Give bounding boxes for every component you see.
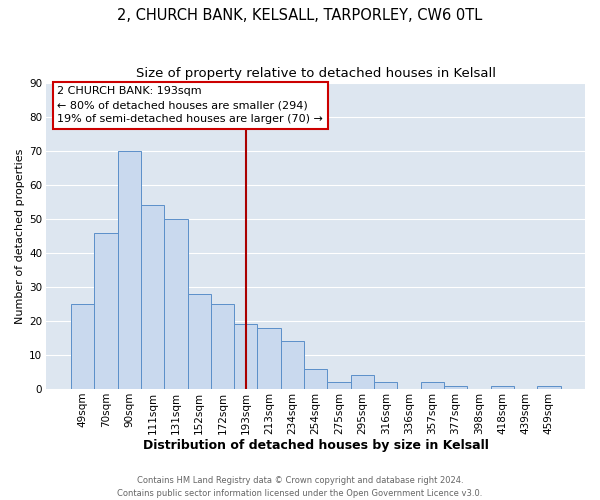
Title: Size of property relative to detached houses in Kelsall: Size of property relative to detached ho…	[136, 68, 496, 80]
Bar	[281, 342, 304, 389]
Bar	[444, 386, 467, 389]
Bar	[164, 219, 188, 389]
Text: 2, CHURCH BANK, KELSALL, TARPORLEY, CW6 0TL: 2, CHURCH BANK, KELSALL, TARPORLEY, CW6 …	[118, 8, 482, 22]
Bar	[374, 382, 397, 389]
Text: 2 CHURCH BANK: 193sqm
← 80% of detached houses are smaller (294)
19% of semi-det: 2 CHURCH BANK: 193sqm ← 80% of detached …	[57, 86, 323, 124]
Bar	[350, 376, 374, 389]
Bar	[491, 386, 514, 389]
Bar	[94, 232, 118, 389]
Bar	[141, 206, 164, 389]
Bar	[257, 328, 281, 389]
Y-axis label: Number of detached properties: Number of detached properties	[15, 148, 25, 324]
Bar	[71, 304, 94, 389]
Bar	[328, 382, 350, 389]
Bar	[118, 151, 141, 389]
X-axis label: Distribution of detached houses by size in Kelsall: Distribution of detached houses by size …	[143, 440, 488, 452]
Bar	[537, 386, 560, 389]
Bar	[304, 368, 328, 389]
Bar	[421, 382, 444, 389]
Bar	[234, 324, 257, 389]
Text: Contains HM Land Registry data © Crown copyright and database right 2024.
Contai: Contains HM Land Registry data © Crown c…	[118, 476, 482, 498]
Bar	[211, 304, 234, 389]
Bar	[188, 294, 211, 389]
